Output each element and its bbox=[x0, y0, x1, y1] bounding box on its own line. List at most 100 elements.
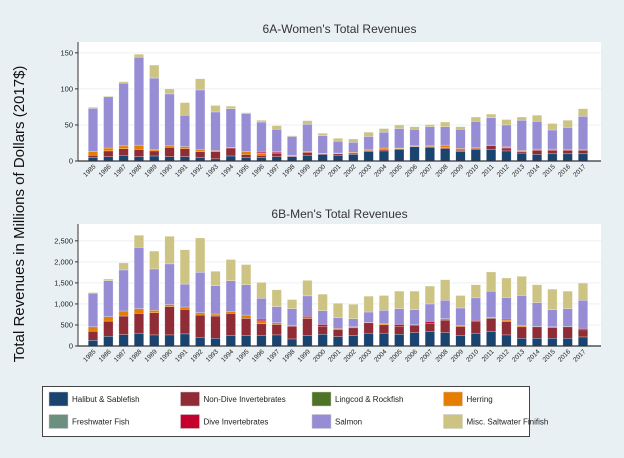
bar-segment bbox=[226, 109, 236, 148]
bar-segment bbox=[395, 324, 405, 326]
bar-segment bbox=[563, 127, 573, 149]
bar-segment bbox=[532, 338, 542, 346]
bar-segment bbox=[195, 337, 205, 346]
bar-segment bbox=[180, 149, 190, 157]
bar-segment bbox=[517, 296, 527, 326]
bar-segment bbox=[333, 138, 343, 141]
bar-segment bbox=[425, 321, 435, 323]
x-tick-label: 2012 bbox=[496, 348, 511, 363]
bar-segment bbox=[440, 333, 450, 346]
x-tick-label: 1987 bbox=[113, 163, 128, 178]
bar-segment bbox=[440, 149, 450, 161]
bar-segment bbox=[272, 324, 282, 334]
bar-segment bbox=[287, 136, 297, 155]
bar-segment bbox=[287, 309, 297, 325]
bar-segment bbox=[548, 289, 558, 310]
bar-segment bbox=[165, 94, 175, 146]
x-tick-label: 1991 bbox=[174, 163, 189, 178]
x-tick-label: 2013 bbox=[511, 348, 526, 363]
bar-segment bbox=[272, 290, 282, 307]
bar-segment bbox=[257, 298, 267, 319]
bar-segment bbox=[165, 264, 175, 305]
bar-segment bbox=[379, 310, 389, 323]
bar-segment bbox=[241, 113, 251, 114]
bar-segment bbox=[165, 89, 175, 94]
bar-segment bbox=[425, 286, 435, 304]
y-tick-label: 100 bbox=[60, 84, 73, 93]
bar-segment bbox=[134, 149, 144, 156]
bar-segment bbox=[318, 294, 328, 310]
bar-segment bbox=[257, 153, 267, 155]
x-tick-label: 1992 bbox=[189, 163, 204, 178]
bar-segment bbox=[287, 300, 297, 309]
bar-segment bbox=[379, 296, 389, 311]
x-tick-label: 1995 bbox=[235, 163, 250, 178]
bar-segment bbox=[226, 106, 236, 109]
legend-label: Halibut & Sablefish bbox=[72, 395, 140, 404]
bar-segment bbox=[119, 316, 129, 335]
bar-segment bbox=[395, 309, 405, 325]
bar-segment bbox=[134, 247, 144, 308]
x-tick-label: 2005 bbox=[388, 163, 403, 178]
bar-segment bbox=[318, 311, 328, 325]
x-tick-label: 1986 bbox=[98, 163, 113, 178]
bar-segment bbox=[349, 142, 359, 152]
bar-segment bbox=[517, 327, 527, 338]
bar-segment bbox=[456, 336, 466, 346]
bar-segment bbox=[318, 133, 328, 136]
bar-segment bbox=[272, 335, 282, 346]
x-tick-label: 1998 bbox=[281, 348, 296, 363]
legend-label: Misc. Saltwater Finifish bbox=[467, 418, 549, 427]
x-tick-label: 2017 bbox=[572, 163, 587, 178]
x-tick-label: 1998 bbox=[281, 163, 296, 178]
bar-segment bbox=[364, 152, 374, 161]
legend-label: Freshwater Fish bbox=[72, 418, 129, 427]
legend-swatch bbox=[444, 392, 463, 406]
bar-segment bbox=[150, 335, 160, 346]
bar-segment bbox=[578, 300, 588, 328]
bar-segment bbox=[440, 145, 450, 148]
x-tick-label: 2015 bbox=[542, 163, 557, 178]
bar-segment bbox=[395, 334, 405, 346]
bar-segment bbox=[425, 304, 435, 322]
bar-segment bbox=[195, 272, 205, 312]
legend-label: Salmon bbox=[335, 418, 362, 427]
bar-segment bbox=[456, 152, 466, 161]
bar-segment bbox=[88, 107, 98, 108]
bar-segment bbox=[150, 156, 160, 161]
bar-segment bbox=[287, 326, 297, 339]
x-tick-label: 2016 bbox=[557, 163, 572, 178]
bar-segment bbox=[195, 90, 205, 150]
bar-segment bbox=[150, 78, 160, 149]
y-tick-label: 50 bbox=[65, 120, 73, 129]
bar-segment bbox=[241, 315, 251, 318]
bar-segment bbox=[241, 265, 251, 285]
bar-segment bbox=[257, 324, 267, 336]
y-tick-label: 150 bbox=[60, 48, 73, 57]
bar-segment bbox=[134, 54, 144, 57]
bar-segment bbox=[548, 310, 558, 327]
bar-segment bbox=[486, 145, 496, 149]
bar-segment bbox=[318, 155, 328, 161]
bar-segment bbox=[272, 157, 282, 161]
bar-segment bbox=[471, 333, 481, 346]
bar-segment bbox=[517, 276, 527, 295]
y-tick-label: 1,000 bbox=[54, 299, 73, 308]
y-tick-label: 500 bbox=[60, 320, 73, 329]
chart-title: 6A-Women's Total Revenues bbox=[263, 22, 417, 36]
x-tick-label: 2011 bbox=[481, 348, 496, 363]
bar-segment bbox=[578, 154, 588, 161]
x-tick-label: 2002 bbox=[343, 348, 358, 363]
bar-segment bbox=[364, 312, 374, 322]
x-tick-label: 2001 bbox=[327, 348, 342, 363]
bar-segment bbox=[563, 154, 573, 161]
x-tick-label: 1991 bbox=[174, 348, 189, 363]
bar-segment bbox=[134, 309, 144, 314]
bar-segment bbox=[150, 269, 160, 310]
legend-swatch bbox=[444, 415, 463, 429]
bar-segment bbox=[195, 79, 205, 90]
bar-segment bbox=[88, 293, 98, 327]
bar-segment bbox=[502, 278, 512, 298]
